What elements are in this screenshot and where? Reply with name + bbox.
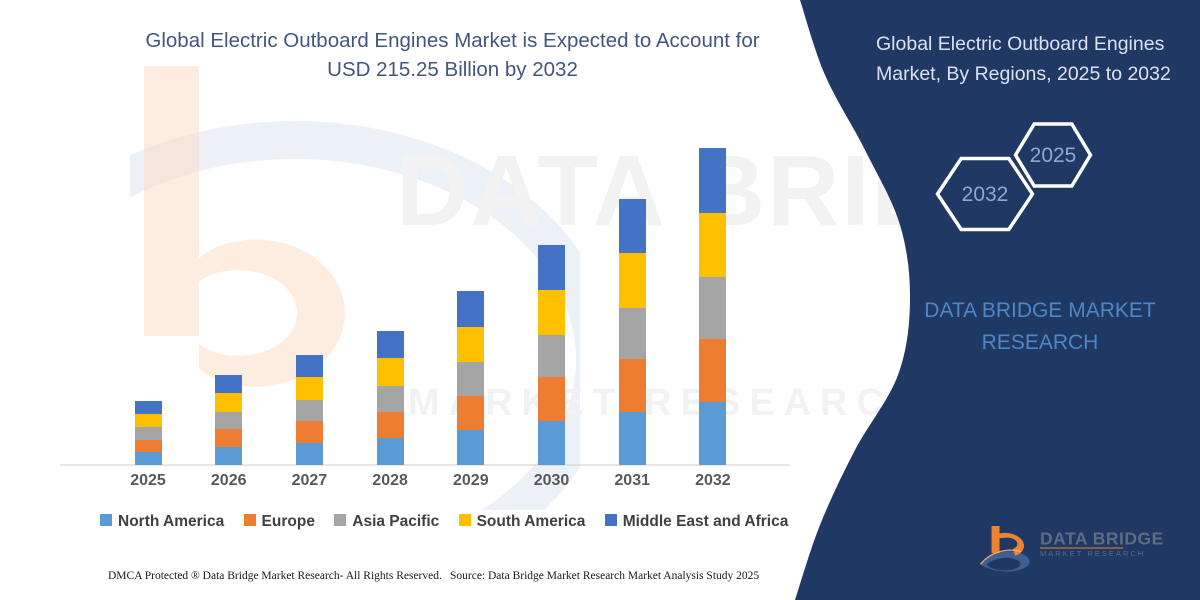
svg-text:2025: 2025 (1030, 144, 1077, 167)
svg-text:MARKET RESEARCH: MARKET RESEARCH (1040, 549, 1145, 558)
svg-text:2032: 2032 (962, 183, 1009, 206)
svg-text:DATA BRIDGE: DATA BRIDGE (1040, 529, 1164, 549)
